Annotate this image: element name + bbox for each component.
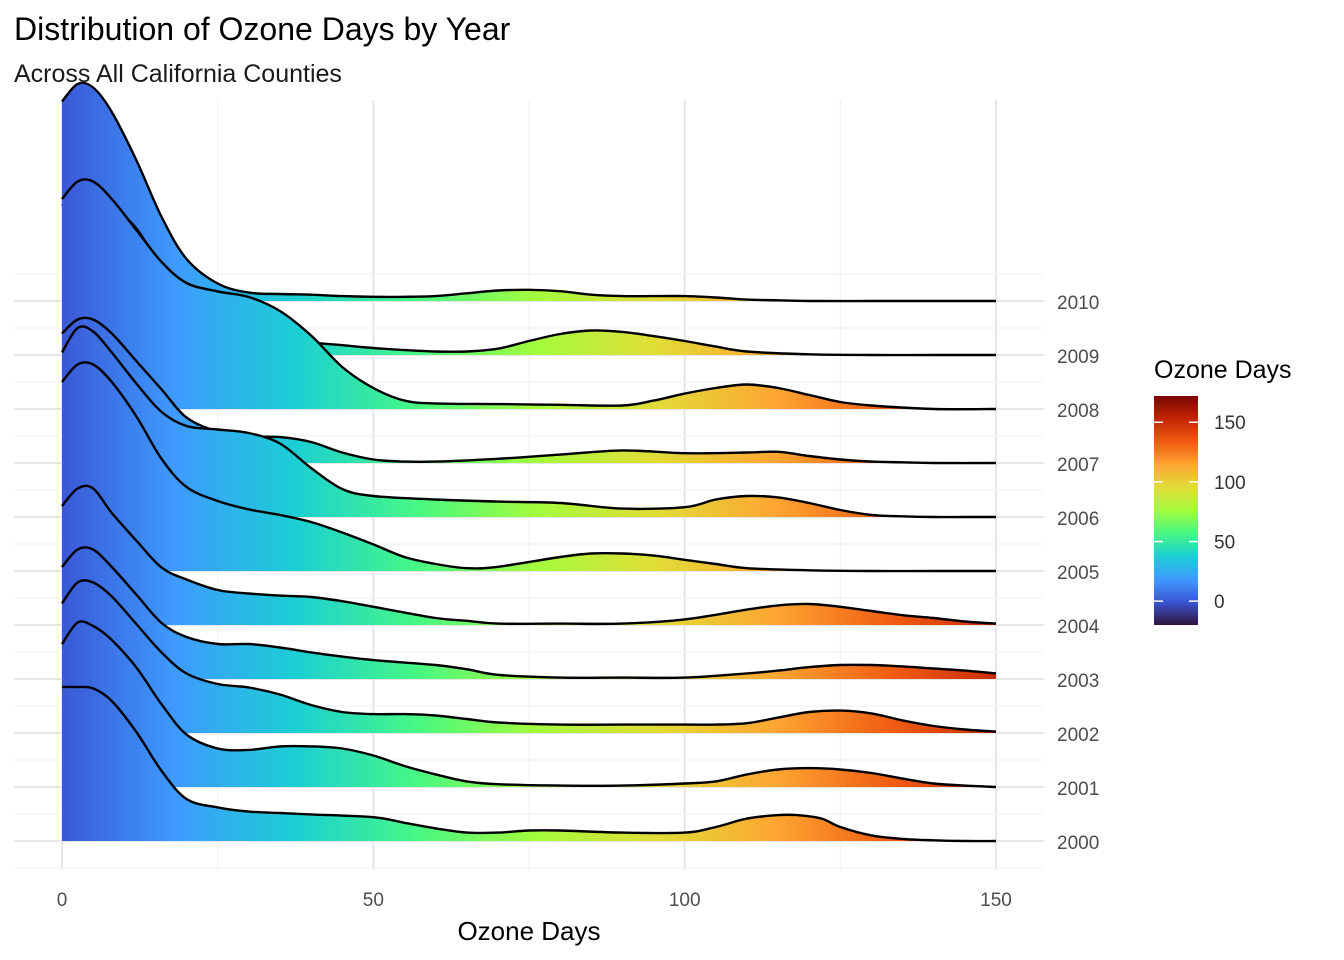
y-tick-label: 2006 <box>1057 509 1099 530</box>
y-tick-label: 2003 <box>1057 671 1099 692</box>
x-tick-labels: 0 50 100 150 <box>57 890 1012 911</box>
legend: Ozone Days 0 50 100 150 <box>1154 356 1292 625</box>
ridge-line-2006 <box>60 325 996 519</box>
legend-tick-label: 50 <box>1214 533 1235 554</box>
ridge-line-2008 <box>61 178 997 411</box>
y-tick-label: 2004 <box>1057 617 1100 638</box>
ridge-line-2000 <box>61 685 997 843</box>
y-tick-label: 2000 <box>1057 833 1099 854</box>
ridge-line-2010 <box>61 81 996 303</box>
ridge-2000 <box>61 685 997 843</box>
y-tick-labels: 2000 2001 2002 2003 2004 2005 2006 2007 2008 2009… <box>1057 293 1100 854</box>
ridge-line-2007 <box>61 316 997 465</box>
chart-subtitle: Across All California Counties <box>14 60 342 88</box>
legend-tick-label: 100 <box>1214 473 1246 494</box>
ridge-2004 <box>61 484 997 626</box>
legend-tick-label: 150 <box>1214 413 1246 434</box>
y-tick-label: 2005 <box>1057 563 1099 584</box>
ridge-line-2005 <box>61 361 996 573</box>
ridge-line-2001 <box>61 620 997 789</box>
x-axis-title: Ozone Days <box>457 916 600 946</box>
ridge-area-2006 <box>62 326 996 518</box>
legend-title: Ozone Days <box>1154 356 1292 384</box>
ridge-line-2004 <box>61 484 997 626</box>
ridge-2008 <box>61 178 997 411</box>
legend-ticks: 0 50 100 150 <box>1154 413 1246 613</box>
ridge-area-2004 <box>62 485 996 625</box>
ridge-2006 <box>60 325 996 519</box>
y-tick-label: 2010 <box>1057 293 1099 314</box>
y-tick-label: 2007 <box>1057 455 1099 476</box>
ridge-area-2000 <box>62 686 996 842</box>
y-tick-label: 2009 <box>1057 347 1099 368</box>
ridge-area-2008 <box>62 179 996 410</box>
y-tick-label: 2002 <box>1057 725 1099 746</box>
chart-title: Distribution of Ozone Days by Year <box>14 11 511 47</box>
x-tick-label: 0 <box>57 890 68 911</box>
ridges <box>60 81 997 843</box>
ridge-line-2003 <box>61 546 997 680</box>
x-tick-label: 100 <box>669 890 701 911</box>
legend-color-bar <box>1154 396 1198 625</box>
x-tick-label: 50 <box>363 890 384 911</box>
ridge-2005 <box>61 361 996 573</box>
y-tick-label: 2008 <box>1057 401 1099 422</box>
ridge-line-2002 <box>61 579 997 733</box>
legend-tick-label: 0 <box>1214 592 1225 613</box>
y-tick-label: 2001 <box>1057 779 1099 800</box>
x-tick-label: 150 <box>980 890 1012 911</box>
